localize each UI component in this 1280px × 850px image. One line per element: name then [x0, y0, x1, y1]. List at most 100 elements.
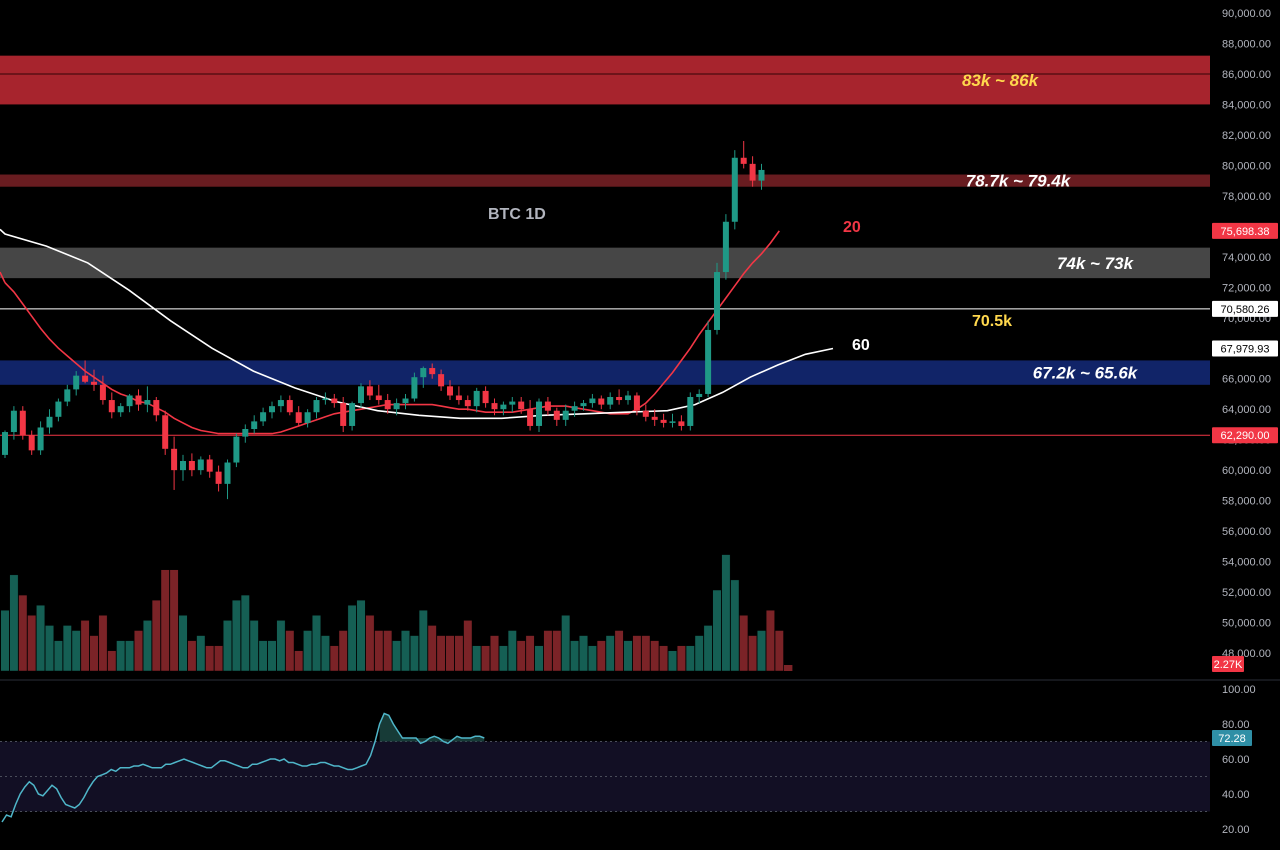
- volume-bar: [285, 630, 295, 672]
- volume-bar: [45, 625, 54, 672]
- candle-body: [340, 403, 347, 426]
- zone-label: 67.2k ~ 65.6k: [1033, 364, 1139, 383]
- price-axis-tick: 80,000.00: [1222, 160, 1271, 172]
- candle-body: [64, 389, 71, 402]
- volume-bar: [62, 625, 72, 672]
- candle-body: [242, 429, 249, 437]
- volume-bar: [214, 645, 223, 672]
- volume-tag-bg: [1212, 656, 1244, 672]
- candle-body: [295, 412, 302, 423]
- volume-bar: [178, 615, 188, 672]
- candle-body: [46, 416, 53, 428]
- volume-bar: [507, 630, 517, 672]
- candles-layer: [2, 141, 765, 500]
- price-tag-label: 70,580.26: [1221, 304, 1270, 316]
- chart-title: BTC 1D: [488, 206, 546, 223]
- volume-bar: [472, 645, 482, 672]
- candle-body: [429, 368, 436, 375]
- volume-bar: [98, 615, 108, 672]
- volume-bar: [694, 635, 704, 672]
- price-axis-tick: 66,000.00: [1222, 374, 1271, 386]
- price-axis-tick: 64,000.00: [1222, 404, 1271, 416]
- volume-bar: [249, 620, 259, 672]
- candle-body: [2, 432, 8, 455]
- volume-bar: [766, 610, 775, 672]
- zone-label: 74k ~ 73k: [1057, 254, 1135, 273]
- candle-body: [19, 410, 26, 436]
- volume-bar: [187, 640, 197, 672]
- volume-bar: [730, 579, 740, 672]
- volume-bar: [463, 620, 473, 672]
- rsi-layer: [0, 679, 1280, 823]
- volume-bar: [312, 615, 321, 672]
- price-tag-bg: [1212, 427, 1278, 444]
- candle-body: [188, 461, 195, 471]
- rsi-axis-tick: 80.00: [1222, 719, 1250, 731]
- candle-body: [402, 398, 409, 404]
- candle-body: [482, 390, 489, 404]
- volume-bar: [223, 620, 232, 672]
- price-tag-label: 67,979.93: [1221, 344, 1270, 356]
- candle-body: [28, 435, 35, 451]
- candle-body: [411, 377, 418, 399]
- price-axis-tick: 82,000.00: [1222, 130, 1271, 142]
- candle-body: [616, 397, 623, 401]
- price-tag-bg: [1212, 340, 1278, 357]
- volume-bar: [142, 620, 152, 672]
- candle-body: [687, 397, 694, 426]
- candle-body: [384, 400, 391, 410]
- candle-body: [678, 421, 685, 426]
- volume-bar: [436, 635, 446, 672]
- candle-body: [438, 374, 445, 387]
- candle-body: [82, 375, 89, 382]
- volume-bar: [418, 610, 428, 672]
- volume-bar: [294, 650, 304, 672]
- price-axis-tick: 50,000.00: [1222, 618, 1271, 630]
- candle-body: [714, 272, 720, 330]
- levels-layer: [0, 308, 1210, 436]
- candle-body: [117, 406, 124, 413]
- candle-body: [358, 386, 364, 404]
- moving-averages-layer: [0, 228, 834, 435]
- volume-bar: [552, 630, 562, 672]
- volume-bar: [748, 635, 758, 672]
- candle-body: [580, 403, 587, 407]
- volume-bar: [712, 589, 722, 672]
- price-axis-tick: 78,000.00: [1222, 191, 1271, 203]
- volume-bar: [383, 630, 393, 672]
- volume-bar: [169, 569, 179, 672]
- candle-body: [740, 157, 747, 164]
- candle-body: [224, 462, 231, 484]
- volume-bar: [632, 635, 642, 672]
- ma-60-label: 60: [852, 337, 870, 354]
- volume-bar: [605, 635, 615, 672]
- volume-bar: [151, 599, 161, 672]
- candle-body: [625, 395, 631, 401]
- price-axis-tick: 60,000.00: [1222, 465, 1271, 477]
- volume-bar: [240, 594, 250, 672]
- zone-band: [0, 55, 1210, 105]
- volume-bar: [321, 635, 330, 672]
- volume-bar: [454, 635, 464, 672]
- volume-bar: [623, 640, 633, 672]
- candle-body: [589, 398, 596, 404]
- volume-bar: [614, 630, 624, 672]
- volume-bar: [374, 630, 384, 672]
- candle-body: [260, 412, 267, 422]
- volume-bar: [774, 630, 784, 672]
- candle-body: [197, 459, 204, 471]
- volume-bar: [80, 620, 90, 672]
- price-axis[interactable]: 90,000.00 88,000.00 86,000.00 84,000.00 82,0…: [1212, 8, 1278, 836]
- ma-60-line: [0, 228, 834, 420]
- candle-body: [55, 401, 62, 417]
- price-axis-tick: 56,000.00: [1222, 526, 1271, 538]
- zone-band: [0, 360, 1210, 385]
- candle-body: [455, 395, 462, 401]
- volume-bar: [410, 635, 419, 672]
- volume-bar: [784, 665, 793, 671]
- candle-body: [277, 400, 284, 407]
- candle-body: [500, 404, 507, 410]
- volume-bar: [392, 640, 401, 672]
